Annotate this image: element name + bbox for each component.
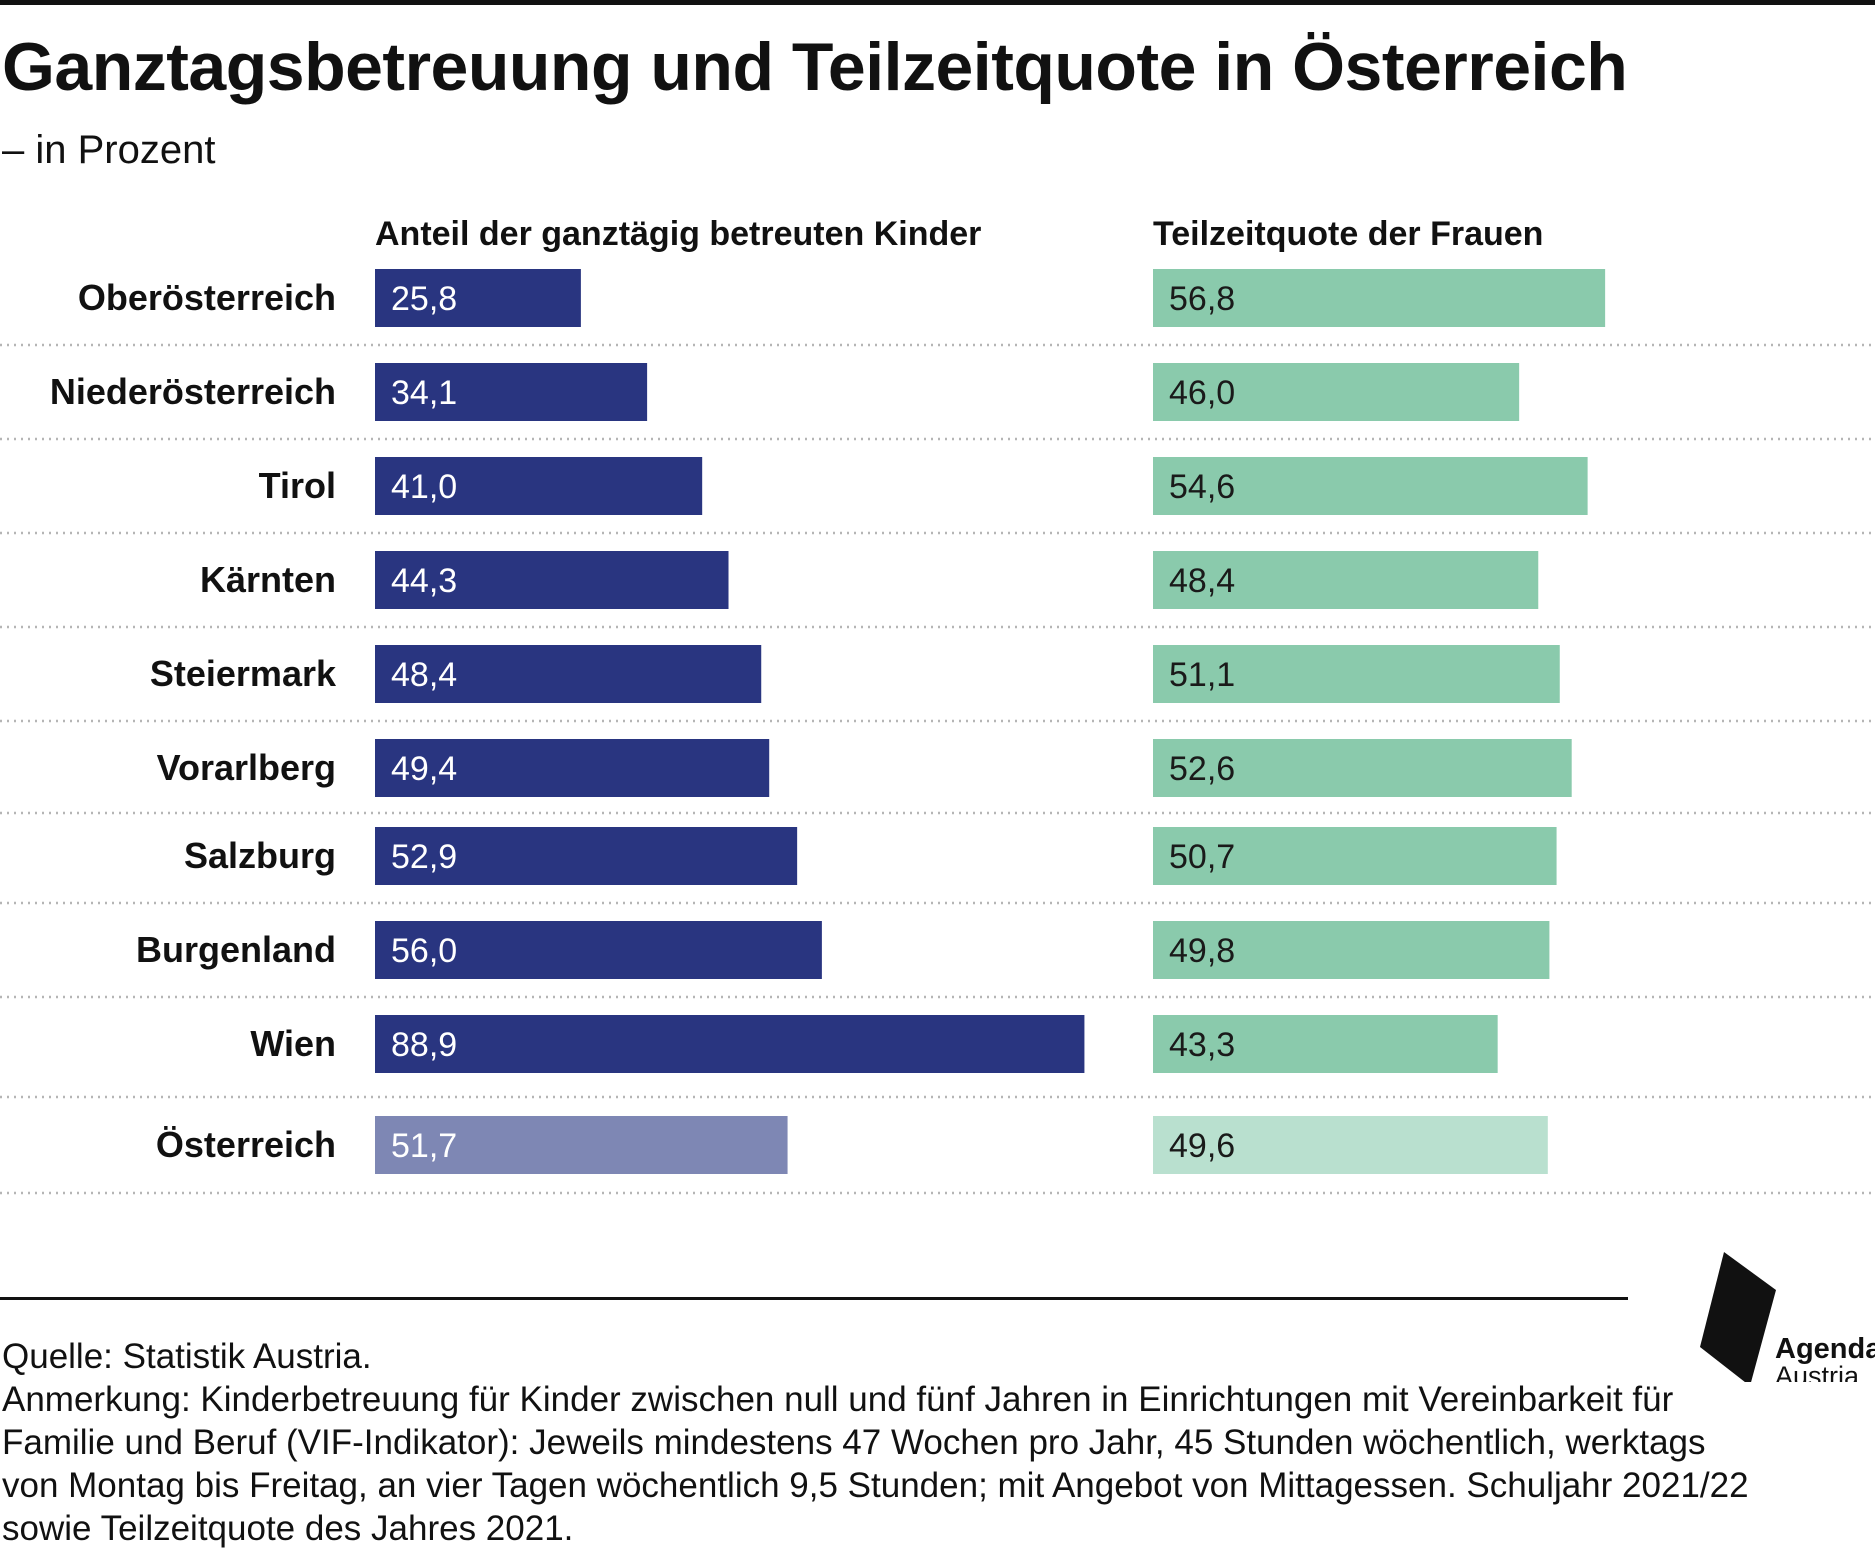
data-label: 48,4: [1169, 562, 1235, 600]
bar-parttime: [1153, 1116, 1548, 1174]
data-label: 49,8: [1169, 932, 1235, 970]
bar-childcare: [375, 921, 822, 979]
series-header-1: Teilzeitquote der Frauen: [1153, 215, 1543, 253]
bar-childcare: [375, 363, 648, 421]
logo-line-1: Agenda: [1775, 1333, 1875, 1365]
category-label: Steiermark: [150, 653, 337, 694]
bar-childcare: [375, 551, 729, 609]
data-label: 51,7: [391, 1127, 457, 1165]
data-label: 46,0: [1169, 374, 1235, 412]
category-label: Salzburg: [184, 835, 336, 876]
data-label: 49,6: [1169, 1127, 1235, 1165]
logo-mark-icon: [1700, 1252, 1776, 1382]
series-header-0: Anteil der ganztägig betreuten Kinder: [375, 215, 981, 253]
data-label: 25,8: [391, 280, 457, 318]
chart-subtitle: – in Prozent: [2, 128, 216, 172]
footer-rule: [0, 1297, 1628, 1300]
bar-chart: Anteil der ganztägig betreuten Kinder Tei…: [0, 215, 1875, 1195]
data-label: 56,0: [391, 932, 457, 970]
bar-parttime: [1153, 457, 1588, 515]
bar-parttime: [1153, 739, 1572, 797]
data-label: 52,9: [391, 838, 457, 876]
category-label: Tirol: [259, 465, 336, 506]
data-label: 52,6: [1169, 750, 1235, 788]
category-label: Oberösterreich: [78, 277, 336, 318]
data-label: 51,1: [1169, 656, 1235, 694]
data-label: 88,9: [391, 1026, 457, 1064]
bar-parttime: [1153, 645, 1560, 703]
bar-childcare: [375, 269, 581, 327]
bar-childcare: [375, 739, 770, 797]
top-rule: [0, 0, 1875, 5]
data-label: 50,7: [1169, 838, 1235, 876]
category-label: Niederösterreich: [50, 371, 336, 412]
chart-title: Ganztagsbetreuung und Teilzeitquote in Ö…: [2, 29, 1628, 105]
category-label: Österreich: [156, 1124, 336, 1165]
data-label: 34,1: [391, 374, 457, 412]
data-label: 48,4: [391, 656, 457, 694]
category-label: Wien: [250, 1023, 336, 1064]
agenda-austria-logo: Agenda Austria: [1700, 1252, 1875, 1382]
category-label: Vorarlberg: [157, 747, 336, 788]
bar-childcare: [375, 1015, 1085, 1073]
category-label: Burgenland: [136, 929, 336, 970]
bar-childcare: [375, 457, 703, 515]
bar-childcare: [375, 645, 762, 703]
bar-parttime: [1153, 827, 1557, 885]
bar-parttime: [1153, 921, 1550, 979]
data-label: 49,4: [391, 750, 457, 788]
data-label: 56,8: [1169, 280, 1235, 318]
data-label: 54,6: [1169, 468, 1235, 506]
bar-parttime: [1153, 1015, 1498, 1073]
source-text: Quelle: Statistik Austria.: [2, 1337, 372, 1376]
bar-childcare: [375, 827, 798, 885]
bar-childcare: [375, 1116, 788, 1174]
bar-parttime: [1153, 363, 1520, 421]
data-label: 43,3: [1169, 1026, 1235, 1064]
bar-parttime: [1153, 269, 1606, 327]
logo-line-2: Austria: [1775, 1361, 1860, 1382]
bar-parttime: [1153, 551, 1539, 609]
data-label: 41,0: [391, 468, 457, 506]
note-text: Anmerkung: Kinderbetreuung für Kinder zw…: [2, 1380, 1749, 1548]
data-label: 44,3: [391, 562, 457, 600]
category-label: Kärnten: [200, 559, 336, 600]
